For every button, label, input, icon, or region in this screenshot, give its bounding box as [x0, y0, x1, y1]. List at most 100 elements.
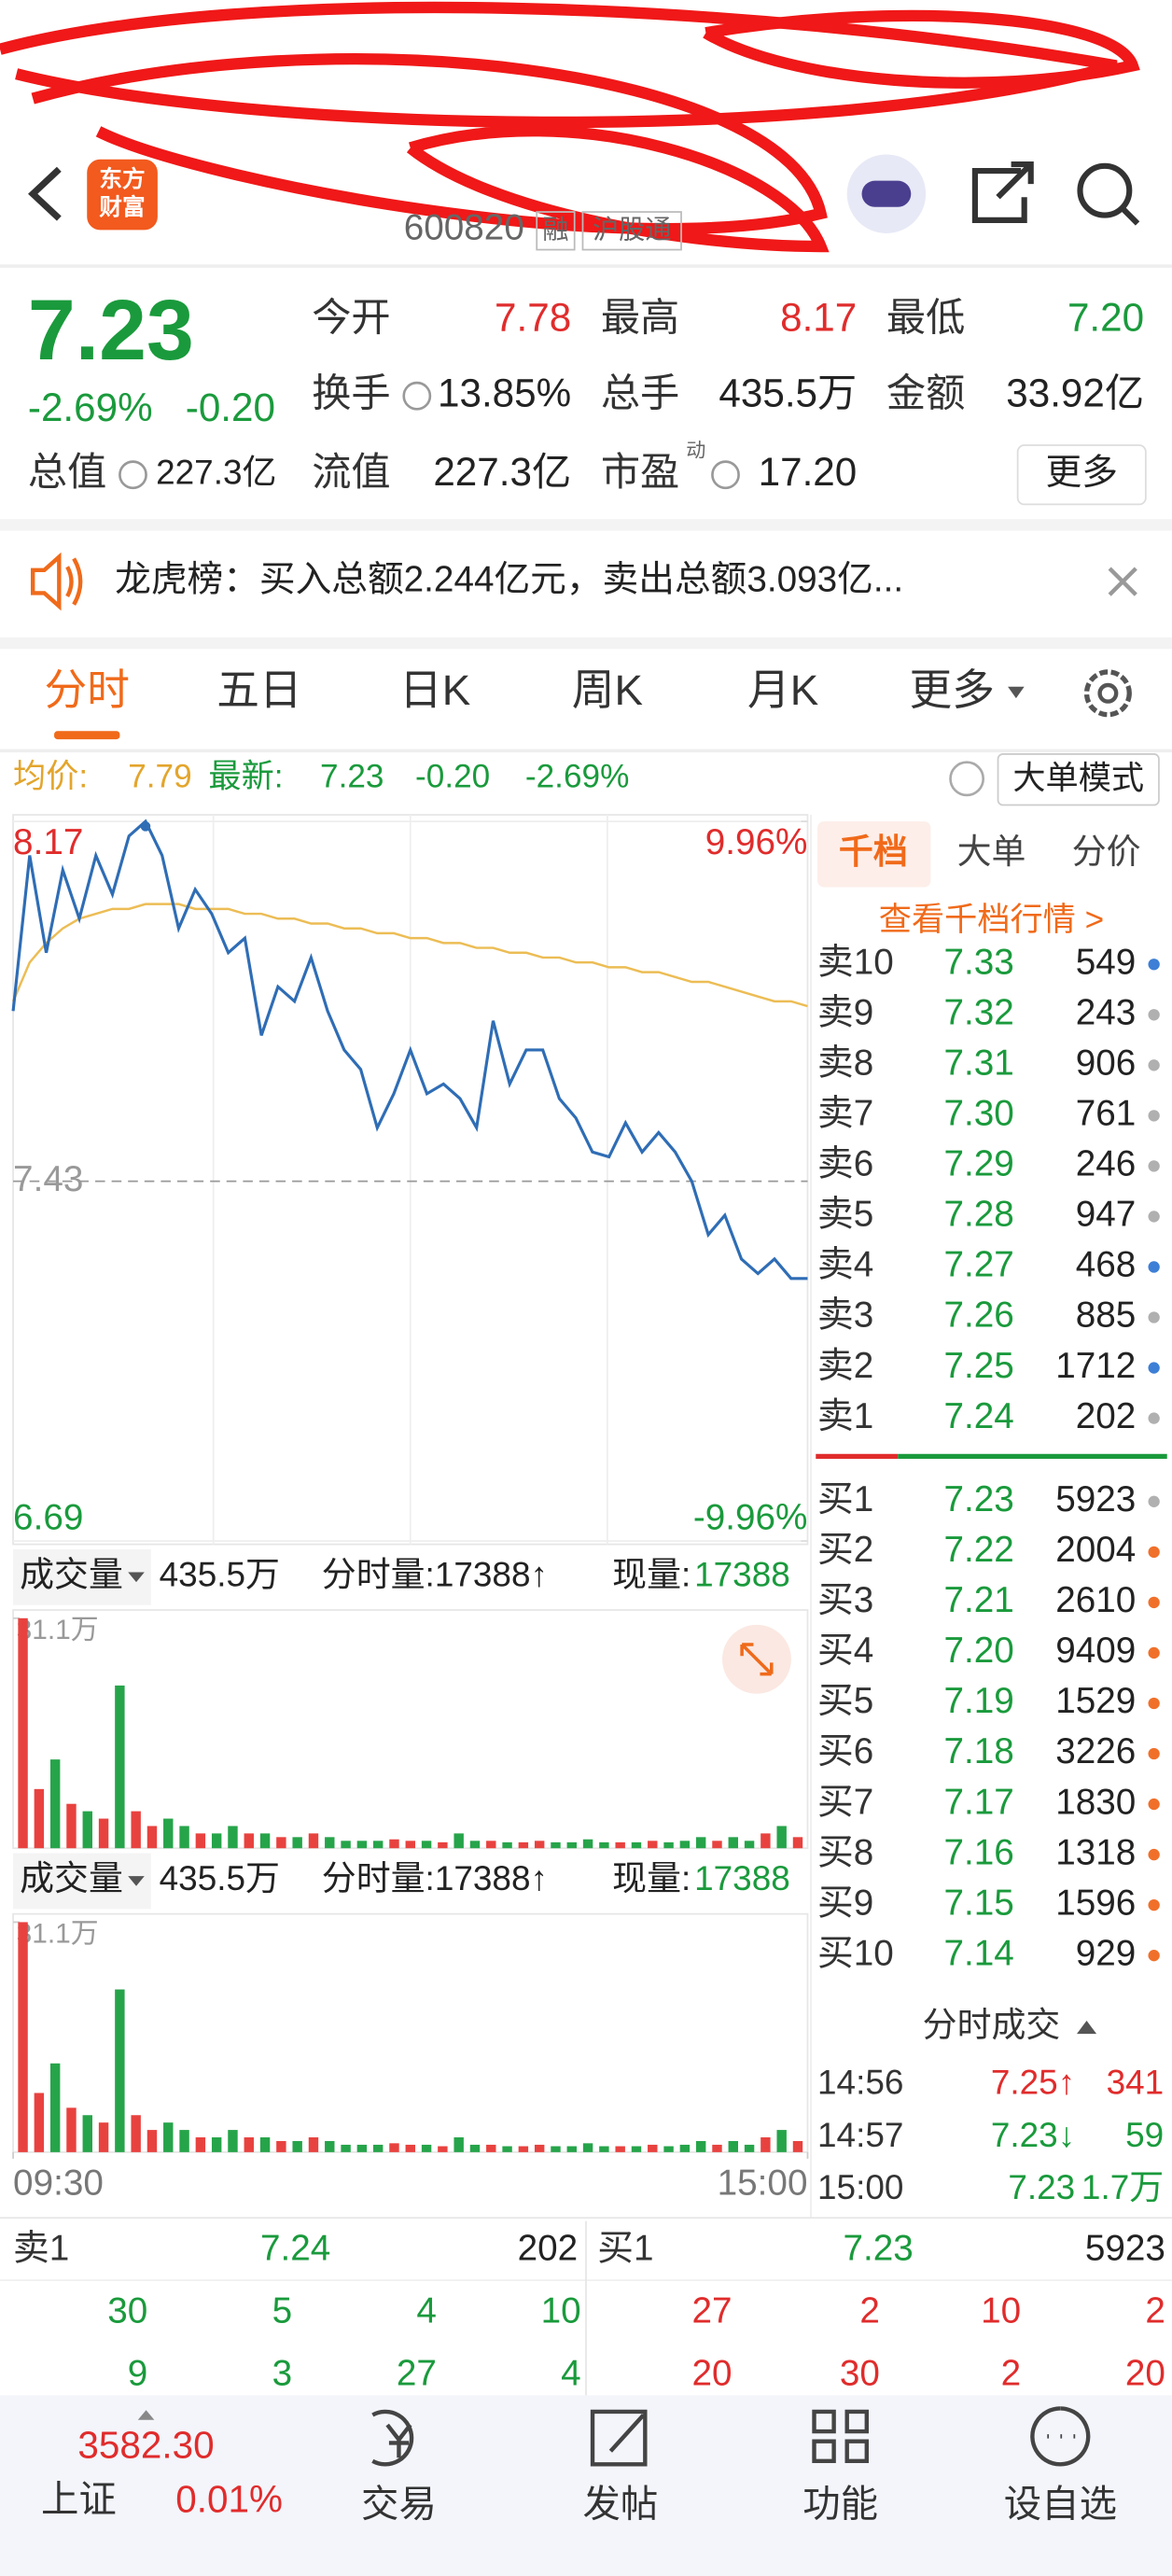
volume-bar — [325, 2140, 335, 2152]
nav-icon[interactable] — [1030, 2406, 1091, 2467]
volume-bar — [66, 1803, 77, 1849]
order-price: 7.32 — [943, 992, 1013, 1032]
stat-label: 最低 — [886, 295, 965, 339]
queue-order: 30 — [107, 2291, 147, 2331]
nav-label[interactable]: 设自选 — [1004, 2483, 1117, 2526]
order-volume: 1529 — [1055, 1681, 1136, 1721]
indicator-selector[interactable] — [13, 1853, 151, 1910]
order-volume: 202 — [1076, 1396, 1137, 1436]
volume-bar — [502, 2146, 512, 2152]
trade-volume: 1.7万 — [1081, 2168, 1164, 2206]
period-tab[interactable]: 五日 — [216, 666, 301, 714]
indicator-selector[interactable] — [13, 1548, 151, 1605]
period-tab[interactable]: 更多 — [910, 666, 995, 714]
order-price: 7.18 — [943, 1731, 1013, 1771]
tab-underline — [54, 731, 120, 740]
order-tab-active[interactable] — [817, 821, 931, 888]
stat-value: 33.92亿 — [1006, 371, 1144, 414]
volume-bar — [534, 2144, 545, 2152]
queue-order: 2 — [1001, 2353, 1022, 2393]
stat-label: 换手 — [312, 371, 390, 414]
order-volume: 468 — [1076, 1245, 1137, 1285]
settings-button[interactable] — [1083, 669, 1132, 718]
indicator-name[interactable]: 成交量 — [20, 1556, 123, 1594]
volume-bar — [66, 2107, 77, 2152]
order-volume: 1712 — [1055, 1346, 1136, 1386]
volume-bar — [179, 2130, 189, 2152]
big-order-mode-label[interactable]: 大单模式 — [1012, 760, 1144, 796]
volume-bar — [438, 1841, 448, 1849]
tag-box — [536, 211, 576, 251]
volume-bar — [615, 1841, 625, 1849]
notice-text[interactable]: 龙虎榜：买入总额2.244亿元，卖出总额3.093亿... — [115, 559, 903, 599]
info-icon — [402, 381, 432, 411]
latest-change: -0.20 — [415, 759, 490, 795]
nav-label[interactable]: 功能 — [802, 2483, 878, 2526]
order-volume: 1596 — [1055, 1883, 1136, 1923]
order-dot — [1148, 1646, 1160, 1659]
gap — [0, 519, 1172, 531]
order-price: 7.22 — [943, 1530, 1013, 1570]
volume-bar — [566, 1841, 577, 1849]
level1-price: 7.23 — [843, 2229, 913, 2269]
queue-order: 20 — [692, 2353, 732, 2393]
nav-label[interactable]: 发帖 — [582, 2483, 658, 2526]
volume-bar — [663, 2146, 674, 2152]
queue-order: 30 — [840, 2353, 880, 2393]
more-button[interactable] — [1016, 444, 1147, 506]
back-button[interactable] — [28, 166, 62, 221]
close-notice[interactable] — [1108, 567, 1137, 596]
order-level: 卖5 — [817, 1195, 873, 1235]
order-tab[interactable]: 千档 — [839, 833, 908, 871]
stat-value: 8.17 — [780, 295, 857, 339]
volume-bar — [695, 1837, 706, 1849]
app-logo — [87, 159, 158, 231]
queue-order: 4 — [561, 2353, 581, 2393]
help-icon — [949, 761, 985, 797]
trades-title[interactable]: 分时成交 — [923, 2006, 1061, 2044]
volume-bar — [744, 2144, 755, 2152]
order-price: 7.17 — [943, 1782, 1013, 1822]
order-dot — [1148, 1950, 1160, 1962]
stat-value: 13.85% — [438, 371, 571, 414]
volume-bar — [276, 1837, 286, 1849]
order-price: 7.31 — [943, 1043, 1013, 1084]
order-tab[interactable]: 大单 — [957, 833, 1026, 871]
big-order-mode-button[interactable] — [997, 753, 1160, 806]
volume-bar — [131, 2115, 141, 2152]
order-volume: 761 — [1076, 1094, 1137, 1134]
nav-icon[interactable] — [812, 2409, 870, 2463]
order-tab[interactable]: 分价 — [1072, 833, 1141, 871]
y-tick-label: 8.17 — [13, 822, 83, 862]
order-volume: 1830 — [1055, 1782, 1136, 1822]
nav-icon[interactable] — [590, 2409, 648, 2467]
volume-bar — [163, 1818, 174, 1849]
nav-icon[interactable] — [371, 2409, 414, 2467]
order-level: 卖1 — [817, 1396, 873, 1436]
order-level: 卖6 — [817, 1144, 873, 1184]
indicator-name[interactable]: 成交量 — [20, 1859, 123, 1897]
volume-bar — [469, 2144, 481, 2152]
volume-bar — [792, 1837, 803, 1849]
period-tab[interactable]: 周K — [572, 666, 643, 714]
order-book-link[interactable]: 查看千档行情 > — [879, 902, 1104, 938]
series-line — [11, 903, 808, 1008]
volume-bar — [195, 2137, 206, 2152]
more-button-label[interactable]: 更多 — [1046, 453, 1118, 493]
period-tab[interactable]: 月K — [747, 666, 818, 714]
volume-bar — [308, 1833, 319, 1849]
period-tab[interactable]: 分时 — [44, 666, 129, 714]
share-button[interactable] — [971, 161, 1034, 223]
volume-total: 435.5万 — [160, 1859, 280, 1897]
volume-bar — [146, 1826, 158, 1849]
volume-bar — [453, 2137, 464, 2152]
stat-value: 435.5万 — [719, 371, 857, 414]
nav-label[interactable]: 交易 — [361, 2483, 437, 2526]
period-tab[interactable]: 日K — [399, 666, 470, 714]
search-button[interactable] — [1077, 162, 1133, 218]
volume-bar — [98, 1818, 109, 1849]
queue-order: 2 — [1145, 2291, 1165, 2331]
order-volume: 5923 — [1055, 1479, 1136, 1519]
stat-label: 今开 — [312, 295, 390, 339]
